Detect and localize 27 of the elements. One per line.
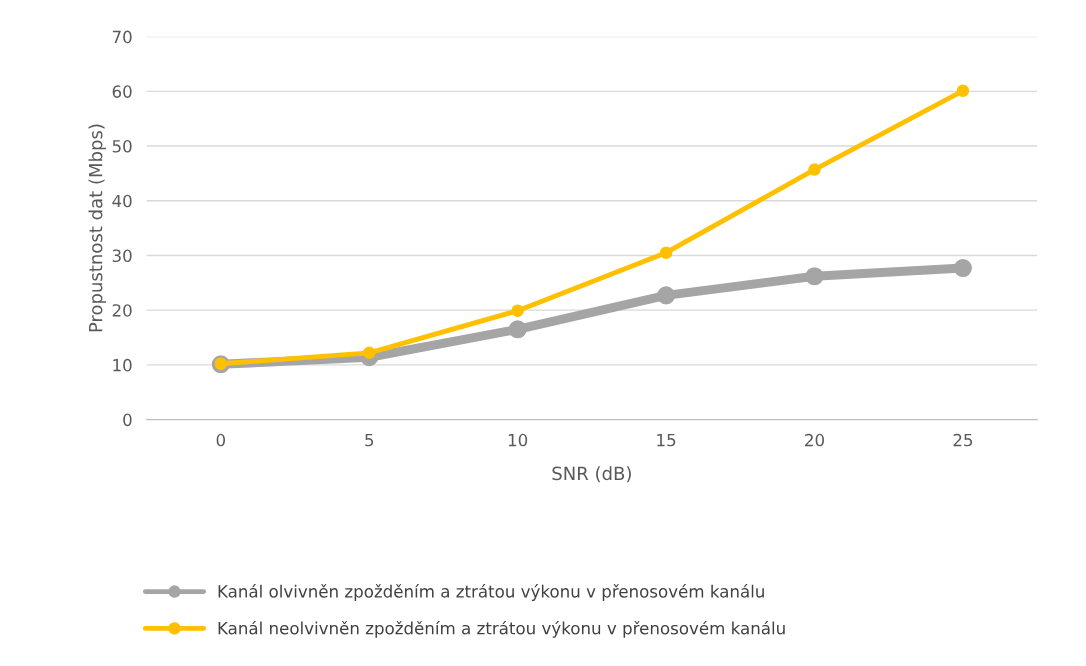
point (805, 267, 824, 286)
x-tick-label: 25 (953, 433, 973, 447)
point (657, 286, 676, 305)
x-tick-label: 15 (657, 433, 676, 447)
y-tick-label: 10 (113, 358, 132, 372)
y-tick-label: 0 (123, 413, 132, 427)
point (659, 246, 673, 259)
legend-label: Kanál neolvivněn zpožděním a ztrátou výkonu v přenosovém kanálu (218, 620, 785, 638)
y-tick-label: 30 (112, 249, 132, 263)
point (362, 346, 376, 360)
x-axis-title: SNR (dB) (552, 466, 631, 483)
y-tick-label: 70 (112, 30, 132, 44)
x-tick-label: 10 (508, 433, 528, 447)
y-tick-label: 50 (112, 140, 132, 153)
point (508, 320, 527, 339)
legend-label: Kanál olvivněn zpožděním a ztrátou výkonu v přenosovém kanálu (218, 584, 764, 601)
point (511, 304, 524, 317)
x-tick-label: 5 (365, 433, 374, 447)
x-tick-label: 20 (805, 433, 824, 447)
point (953, 259, 972, 278)
point (808, 163, 821, 176)
y-tick-label: 60 (112, 85, 132, 98)
point (956, 84, 970, 98)
y-tick-label: 40 (112, 194, 132, 208)
y-tick-label: 20 (112, 304, 132, 317)
x-tick-label: 0 (216, 433, 226, 447)
y-axis-title: Propustnost dat (Mbps) (88, 124, 106, 332)
